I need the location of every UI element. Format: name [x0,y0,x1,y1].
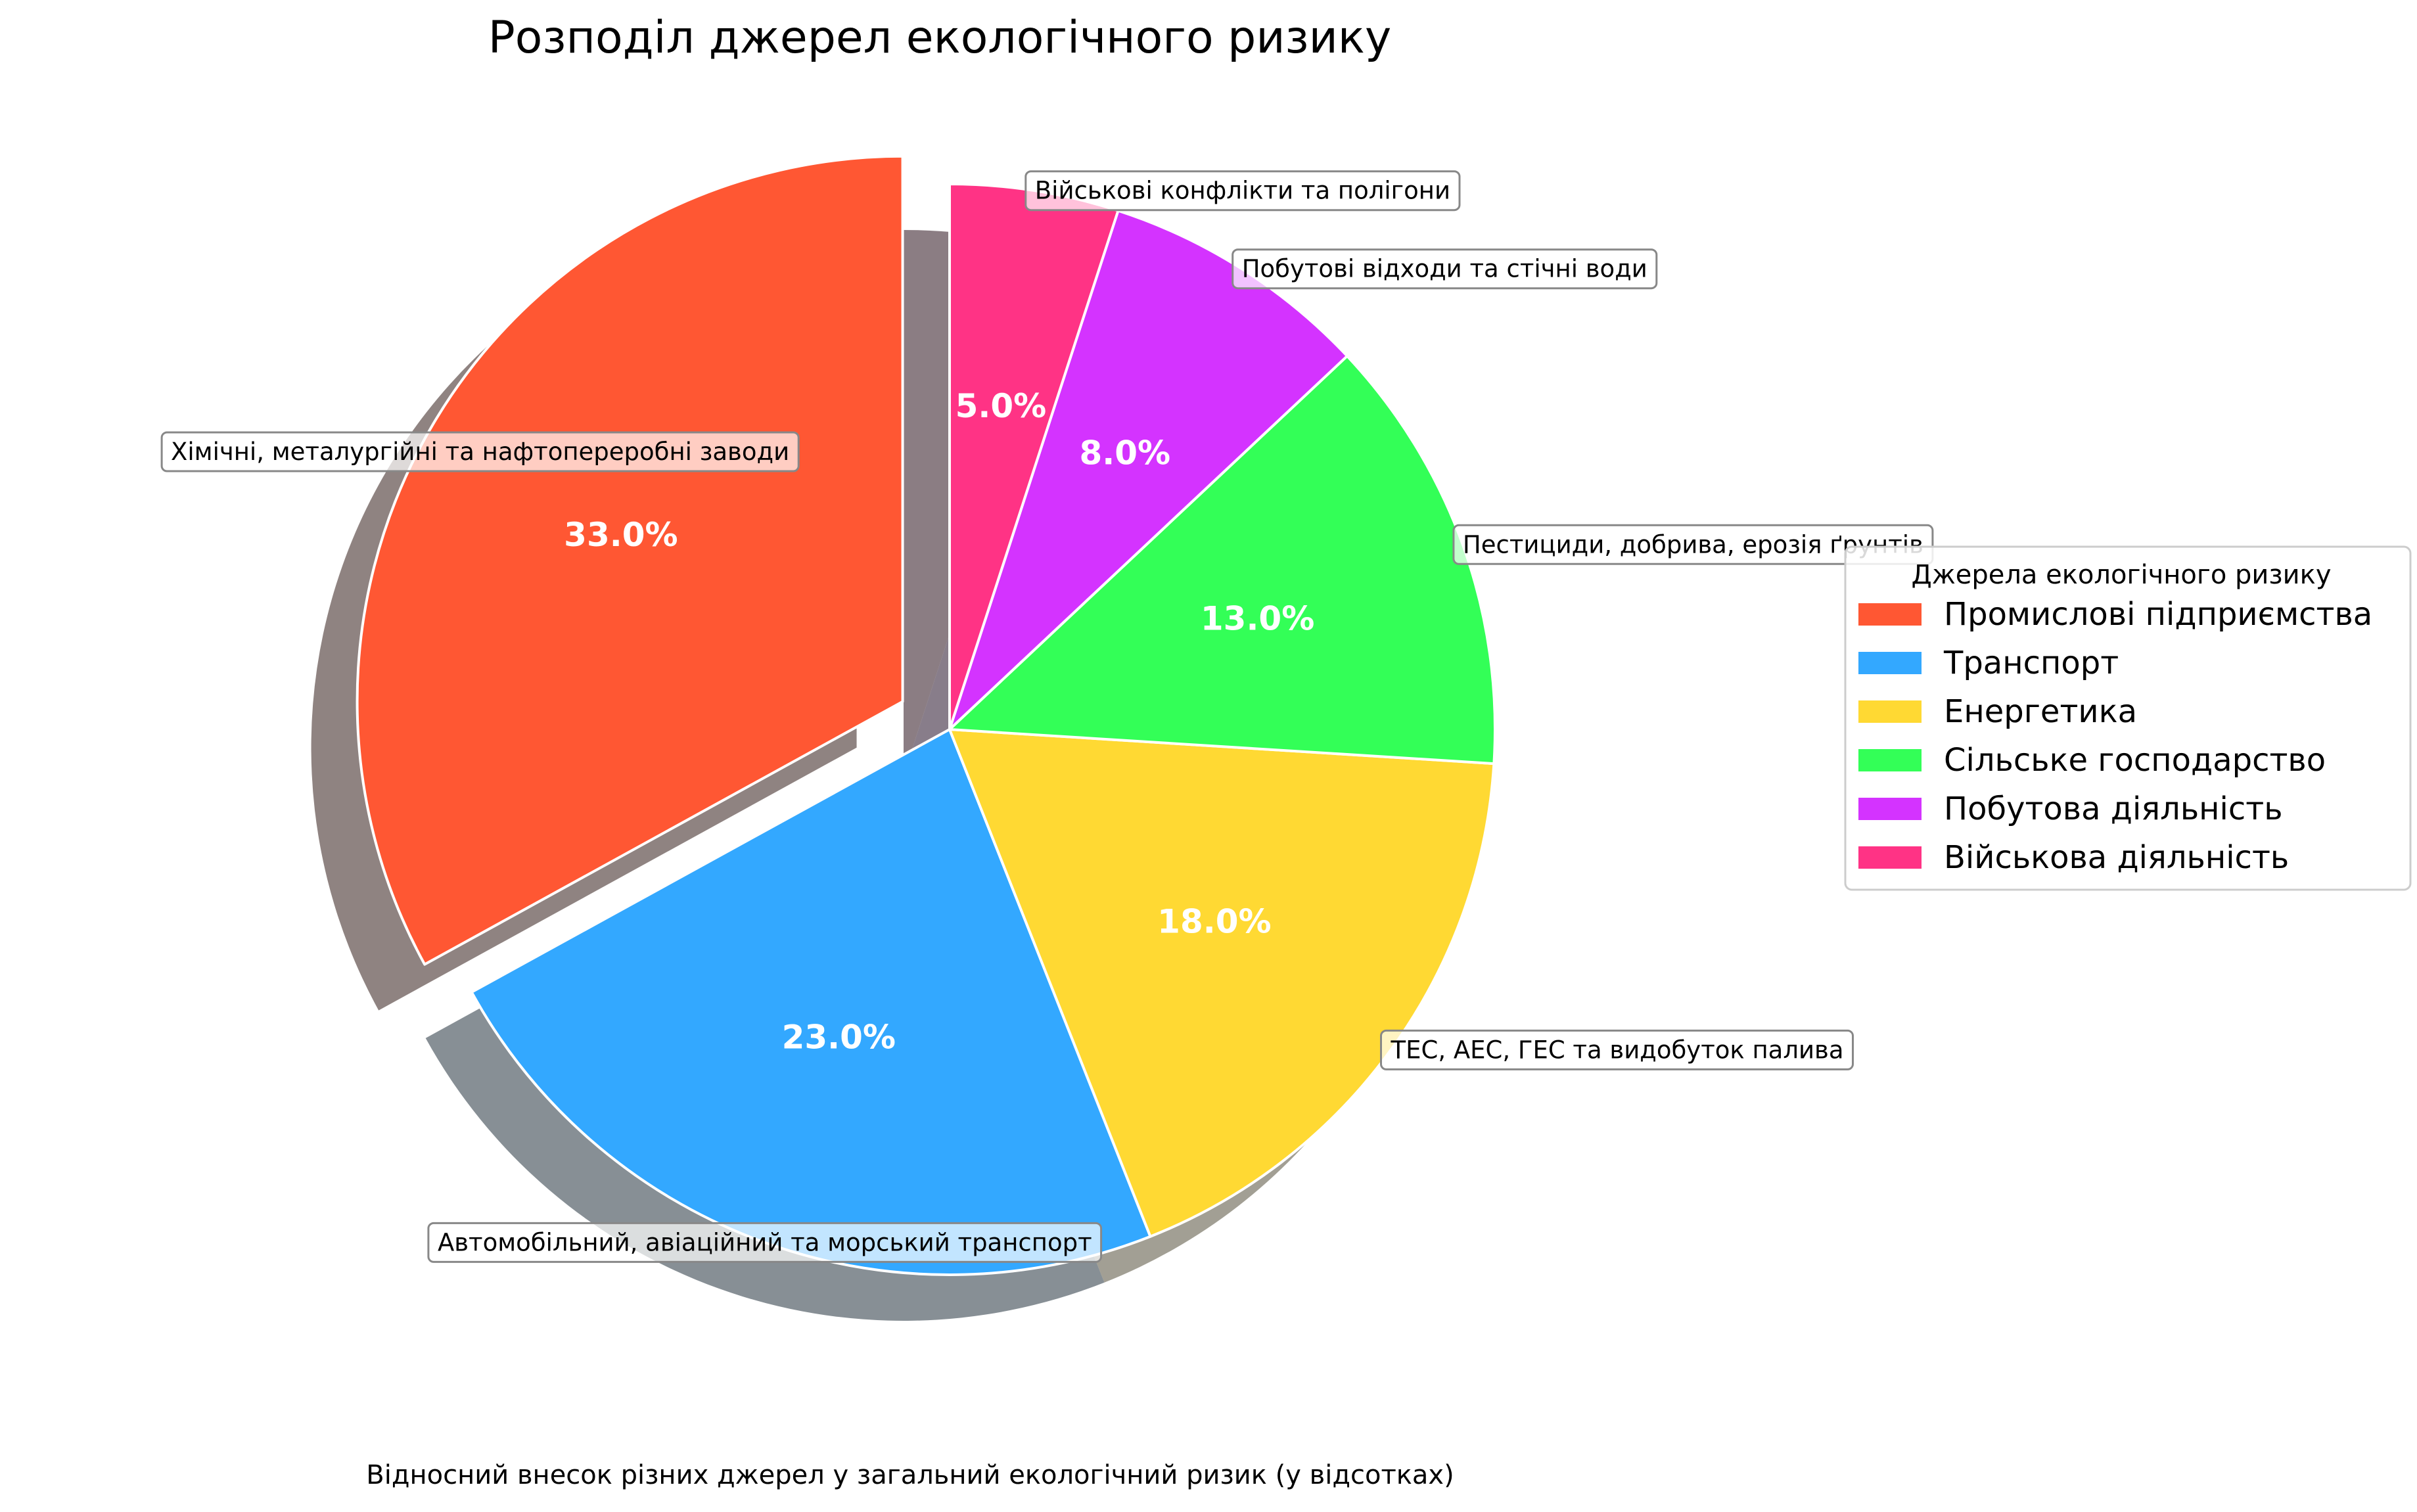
slice-annotation: Побутові відходи та стічні води [1232,248,1658,290]
slice-annotation: Військові конфлікти та полігони [1024,170,1461,212]
legend-label: Промислові підприємства [1944,596,2372,633]
legend-entry: Військова діяльність [1858,839,2289,876]
pie-slice [356,154,904,966]
legend-swatch [1858,652,1922,674]
annotation-box [160,431,800,472]
legend-label: Енергетика [1944,693,2137,730]
legend-label: Побутова діяльність [1944,790,2282,827]
legend-swatch [1858,798,1922,820]
slice-percentage-label: 23.0% [782,1019,896,1057]
legend-swatch [1858,700,1922,723]
pie-slices [356,154,1496,1276]
annotation-box [1024,170,1461,212]
chart-legend: Джерела екологічного ризику Промислові п… [1844,545,2412,891]
legend-label: Транспорт [1943,645,2119,681]
slice-percentage-label: 5.0% [955,387,1047,425]
slice-percentage-label: 8.0% [1079,434,1170,472]
legend-swatch [1858,749,1922,771]
slice-annotations: Хімічні, металургійні та нафтопереробні … [160,170,1934,1263]
annotation-text: ТЕС, АЕС, ГЕС та видобуток палива [1391,1036,1844,1064]
percentage-labels: 33.0% 23.0% 18.0% 13.0% 8.0% 5.0% [564,387,1314,1057]
annotation-box [1452,524,1934,565]
annotation-box [427,1222,1103,1263]
slice-percentage-label: 13.0% [1201,599,1314,637]
legend-swatch [1858,603,1922,626]
slice-percentage-label: 18.0% [1157,903,1271,941]
annotation-text: Військові конфлікти та полігони [1035,177,1450,205]
slice-annotation: Хімічні, металургійні та нафтопереробні … [160,431,800,472]
legend-entry: Енергетика [1858,693,2137,730]
legend-swatch [1858,846,1922,869]
slice-annotation: ТЕС, АЕС, ГЕС та видобуток палива [1380,1029,1854,1070]
legend-frame [1844,545,2412,891]
legend-entry: Промислові підприємства [1858,596,2372,633]
legend-label: Сільське господарство [1944,742,2326,779]
chart-title: Розподіл джерел екологічного ризику [488,12,1391,64]
annotation-text: Хімічні, металургійні та нафтопереробні … [171,438,789,466]
legend-entry: Транспорт [1858,645,2119,681]
annotation-text: Автомобільний, авіаційний та морський тр… [438,1228,1092,1256]
legend-items: Промислові підприємства Транспорт Енергети… [1858,596,2372,876]
legend-entry: Сільське господарство [1858,742,2326,779]
slice-annotation: Автомобільний, авіаційний та морський тр… [427,1222,1103,1263]
slice-percentage-label: 33.0% [564,516,678,554]
annotation-text: Побутові відходи та стічні води [1242,255,1647,283]
legend-label: Військова діяльність [1944,839,2289,876]
chart-caption: Відносний внесок різних джерел у загальн… [366,1460,1454,1490]
annotation-box [1380,1029,1854,1070]
legend-entry: Побутова діяльність [1858,790,2282,827]
legend-title: Джерела екологічного ризику [1911,560,2331,590]
annotation-box [1232,248,1658,290]
